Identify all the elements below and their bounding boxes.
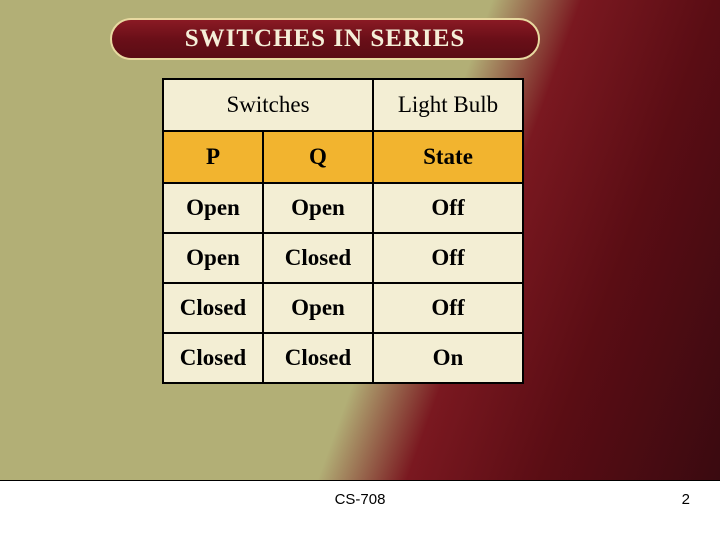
cell-p: Closed: [163, 333, 263, 383]
cell-p: Open: [163, 183, 263, 233]
header-switches: Switches: [163, 79, 373, 131]
cell-q: Open: [263, 283, 373, 333]
table-header-row-2: P Q State: [163, 131, 523, 183]
table-row: Open Closed Off: [163, 233, 523, 283]
table-header-row-1: Switches Light Bulb: [163, 79, 523, 131]
cell-state: Off: [373, 283, 523, 333]
footer-page-number: 2: [682, 491, 690, 508]
cell-state: On: [373, 333, 523, 383]
cell-p: Closed: [163, 283, 263, 333]
table-row: Closed Open Off: [163, 283, 523, 333]
cell-q: Open: [263, 183, 373, 233]
cell-q: Closed: [263, 233, 373, 283]
cell-state: Off: [373, 183, 523, 233]
table-row: Closed Closed On: [163, 333, 523, 383]
header-p: P: [163, 131, 263, 183]
slide-title: SWITCHES IN SERIES: [185, 25, 466, 53]
header-state: State: [373, 131, 523, 183]
truth-table: Switches Light Bulb P Q State Open Open …: [162, 78, 524, 384]
title-pill: SWITCHES IN SERIES: [110, 18, 540, 60]
slide-content: SWITCHES IN SERIES Switches Light Bulb P…: [0, 0, 720, 480]
cell-state: Off: [373, 233, 523, 283]
cell-q: Closed: [263, 333, 373, 383]
footer-bar: CS-708 2: [0, 480, 720, 540]
header-q: Q: [263, 131, 373, 183]
header-bulb: Light Bulb: [373, 79, 523, 131]
table-row: Open Open Off: [163, 183, 523, 233]
cell-p: Open: [163, 233, 263, 283]
footer-course-code: CS-708: [0, 491, 720, 508]
